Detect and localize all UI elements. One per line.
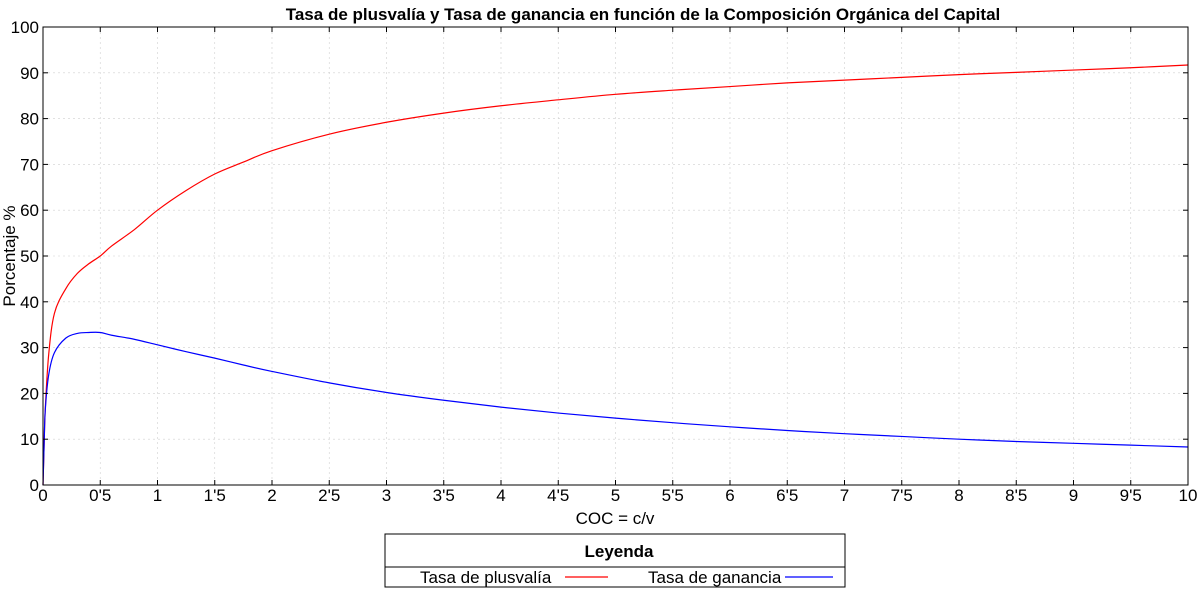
- series-line-plusvalia: [42, 64, 1189, 486]
- y-tick-label: 0: [30, 476, 39, 495]
- axis-ticks: 0 0'5 1 1'5 2 2'5 3 3'5 4 4'5 5 5'5 6 6'5 7 7'5 8 8'5 9 9'5…: [11, 18, 1198, 505]
- x-tick-label: 4: [496, 486, 505, 505]
- x-tick-label: 4'5: [547, 486, 569, 505]
- x-tick-label: 1'5: [204, 486, 226, 505]
- x-tick-label: 5: [611, 486, 620, 505]
- x-tick-label: 7'5: [891, 486, 913, 505]
- x-tick-label: 3: [382, 486, 391, 505]
- y-tick-label: 20: [20, 384, 39, 403]
- x-tick-label: 3'5: [433, 486, 455, 505]
- y-tick-label: 50: [20, 247, 39, 266]
- x-tick-label: 6'5: [776, 486, 798, 505]
- x-tick-label: 9'5: [1120, 486, 1142, 505]
- x-tick-label: 1: [153, 486, 162, 505]
- series-line-ganancia: [42, 331, 1189, 486]
- y-tick-label: 10: [20, 430, 39, 449]
- series-lines: [42, 64, 1189, 486]
- y-tick-label: 90: [20, 64, 39, 83]
- legend-title: Leyenda: [585, 542, 655, 561]
- y-tick-label: 30: [20, 339, 39, 358]
- x-tick-label: 7: [840, 486, 849, 505]
- x-tick-label: 5'5: [662, 486, 684, 505]
- legend-entry-ganancia: Tasa de ganancia: [648, 568, 782, 587]
- y-axis-label: Porcentaje %: [0, 205, 19, 306]
- x-tick-label: 2: [267, 486, 276, 505]
- legend-entry-plusvalia: Tasa de plusvalía: [420, 568, 552, 587]
- x-tick-label: 0'5: [89, 486, 111, 505]
- grid: [43, 27, 1188, 485]
- chart-title: Tasa de plusvalía y Tasa de ganancia en …: [286, 5, 1001, 24]
- x-tick-label: 8: [954, 486, 963, 505]
- x-axis-label: COC = c/v: [576, 509, 655, 528]
- x-tick-label: 8'5: [1005, 486, 1027, 505]
- x-tick-label: 9: [1069, 486, 1078, 505]
- y-tick-label: 60: [20, 201, 39, 220]
- legend: Leyenda Tasa de plusvalía Tasa de gananc…: [384, 533, 846, 588]
- y-tick-label: 70: [20, 155, 39, 174]
- x-tick-label: 0: [38, 486, 47, 505]
- legend-box: [384, 533, 846, 588]
- y-tick-label: 40: [20, 293, 39, 312]
- y-tick-label: 100: [11, 18, 39, 37]
- x-tick-label: 10: [1179, 486, 1198, 505]
- x-tick-label: 2'5: [318, 486, 340, 505]
- x-tick-label: 6: [725, 486, 734, 505]
- y-tick-label: 80: [20, 110, 39, 129]
